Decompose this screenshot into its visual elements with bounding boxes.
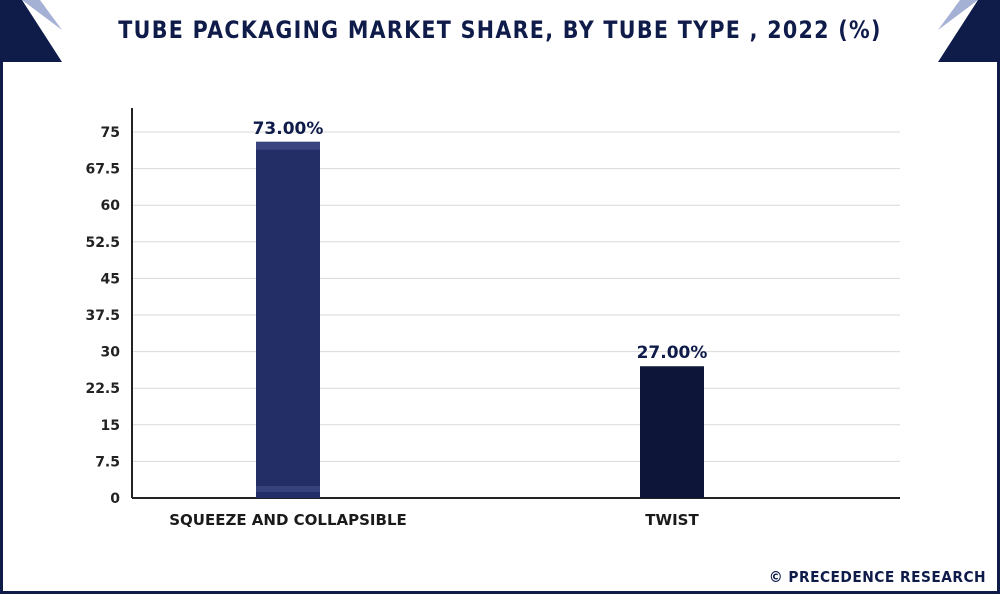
y-tick-label: 52.5 <box>85 235 120 251</box>
y-tick-label: 37.5 <box>85 308 120 324</box>
y-tick-label: 30 <box>101 345 121 361</box>
bar-highlight <box>256 141 320 150</box>
y-tick-label: 45 <box>101 271 120 287</box>
y-tick-label: 22.5 <box>85 381 120 397</box>
chart-title: TUBE PACKAGING MARKET SHARE, BY TUBE TYP… <box>118 16 882 44</box>
bar <box>256 141 320 498</box>
bar <box>640 366 704 498</box>
x-tick-label: TWIST <box>645 511 699 529</box>
bar-highlight <box>256 486 320 492</box>
y-tick-label: 7.5 <box>95 454 120 470</box>
y-tick-label: 75 <box>101 125 120 141</box>
y-tick-label: 15 <box>101 418 120 434</box>
source-credit: © PRECEDENCE RESEARCH <box>768 568 986 586</box>
y-tick-label: 67.5 <box>85 162 120 178</box>
x-tick-label: SQUEEZE AND COLLAPSIBLE <box>169 511 407 529</box>
y-tick-label: 60 <box>101 198 121 214</box>
data-label: 27.00% <box>637 343 708 363</box>
header-banner <box>0 0 1000 62</box>
y-tick-label: 0 <box>110 491 120 507</box>
data-label: 73.00% <box>253 119 324 139</box>
